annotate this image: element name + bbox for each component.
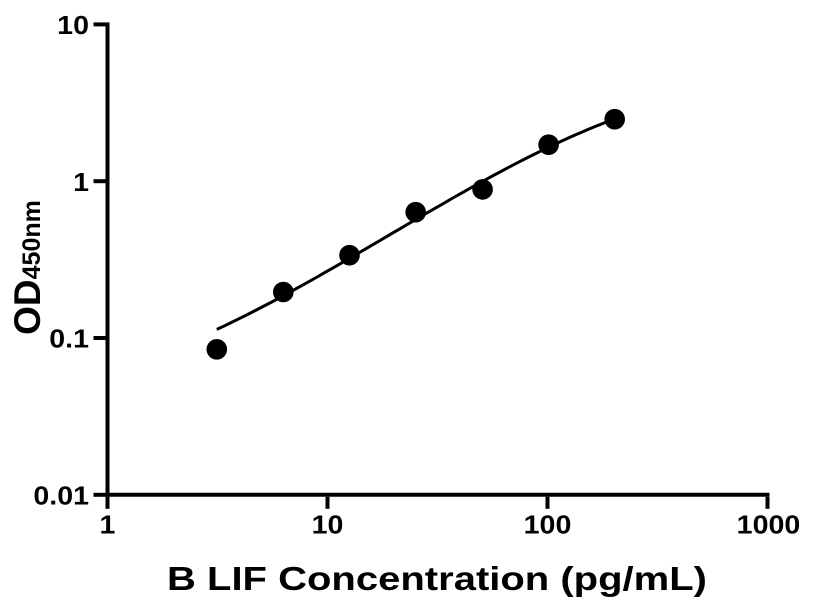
svg-text:10: 10 — [57, 12, 89, 40]
svg-text:1000: 1000 — [737, 511, 801, 539]
svg-text:B LIF Concentration (pg/mL): B LIF Concentration (pg/mL) — [167, 560, 707, 597]
svg-text:10: 10 — [312, 511, 344, 539]
svg-text:1: 1 — [73, 169, 89, 197]
svg-text:0.01: 0.01 — [33, 483, 89, 511]
svg-text:1: 1 — [100, 511, 116, 539]
svg-text:100: 100 — [524, 511, 572, 539]
svg-text:0.1: 0.1 — [49, 326, 89, 354]
